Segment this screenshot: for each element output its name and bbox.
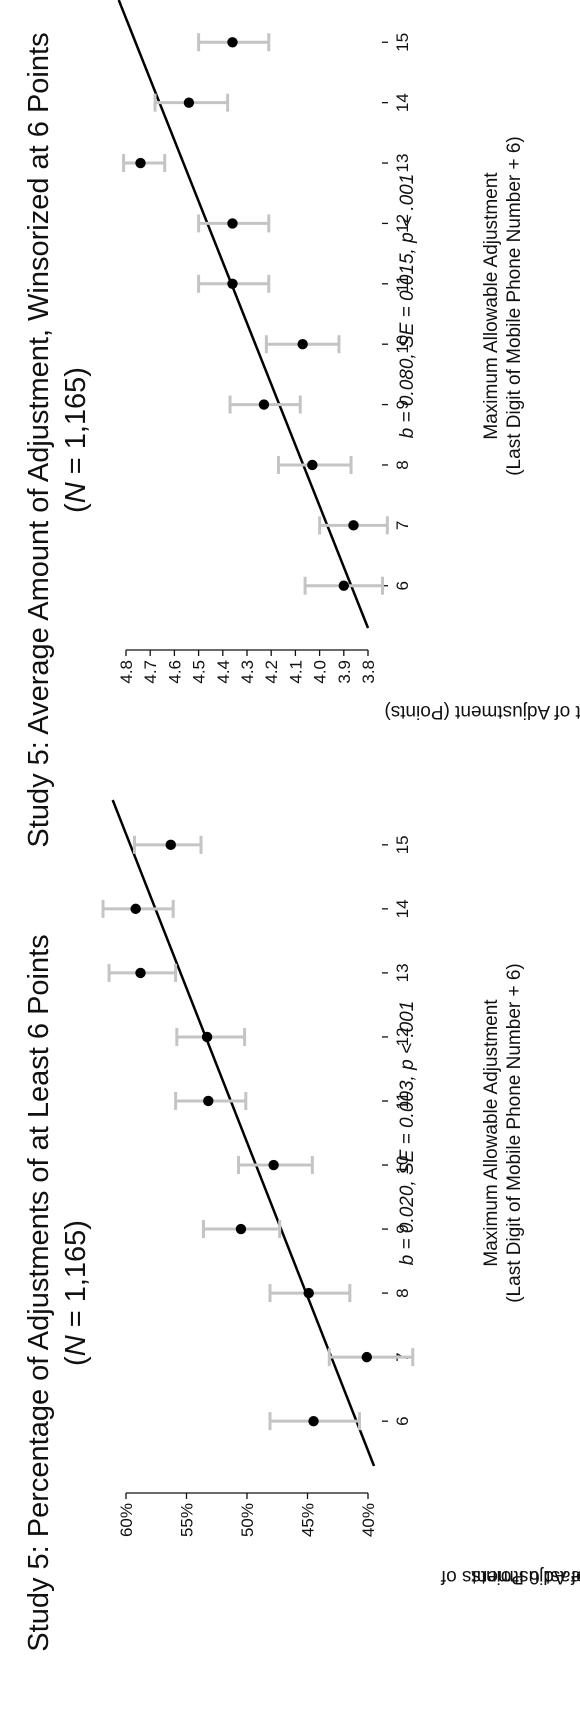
y-tick-label: 45% [299,1503,318,1537]
chart-title: Study 5: Percentage of Adjustments of at… [23,934,55,1651]
x-tick-label: 12 [393,214,412,233]
y-axis-title: Average Amount of Adjustment (Points) [384,701,580,722]
data-point [201,1031,213,1043]
regression-line [117,0,370,629]
y-tick-label: 4.8 [117,660,136,684]
x-tick-label: 15 [393,33,412,52]
chart-subtitle: (N = 1,165) [60,1220,92,1366]
y-tick-label: 40% [359,1503,378,1537]
x-axis-title: Maximum Allowable Adjustment [481,999,502,1267]
data-point [183,97,195,108]
data-point [303,1287,314,1299]
x-tick-label: 8 [393,1288,412,1297]
x-tick-label: 9 [393,400,412,409]
data-point [130,903,141,915]
x-tick-label: 15 [393,835,412,854]
stats-annotation: b = 0.020, SE = 0.003, p < .001 [397,1001,418,1266]
y-tick-label: 4.3 [238,660,257,684]
y-tick-label: 4.2 [262,660,281,684]
data-point [297,338,308,350]
x-axis-title: Maximum Allowable Adjustment [481,172,502,440]
data-point [165,839,176,851]
data-point [307,459,318,471]
y-tick-label: 3.9 [335,660,354,684]
x-tick-label: 12 [393,1027,412,1046]
x-tick-label: 11 [393,275,412,293]
x-tick-label: 8 [393,460,412,469]
y-tick-label: 4.7 [141,660,160,684]
y-tick-label: 60% [117,1503,136,1537]
data-point [348,520,359,531]
data-point [135,157,146,169]
data-point [308,1415,319,1427]
x-tick-label: 13 [393,154,412,173]
x-tick-label: 10 [393,1156,412,1175]
chart-subtitle: (N = 1,165) [60,367,92,513]
data-point [203,1095,214,1107]
y-tick-label: 50% [238,1503,257,1537]
y-tick-label: 4.1 [286,660,305,684]
x-tick-label: 10 [393,335,412,354]
data-point [338,580,349,591]
chart-panel-average: Study 5: Average Amount of Adjustment, W… [23,0,580,848]
chart-title: Study 5: Average Amount of Adjustment, W… [23,32,55,847]
chart-panel-percentage: Study 5: Percentage of Adjustments of at… [23,799,580,1652]
data-point [227,278,238,290]
x-tick-label: 13 [393,963,412,982]
y-tick-label: 55% [178,1503,197,1537]
data-point [227,218,238,229]
y-tick-label: 4.4 [214,660,233,684]
x-tick-label: 11 [393,1092,412,1110]
x-tick-label: 14 [393,899,412,918]
stats-annotation: b = 0.080, SE = 0.015, p < .001 [397,174,418,439]
data-point [268,1159,279,1171]
y-axis-title-line2: at Least 6 Points [471,1566,580,1587]
data-point [258,399,270,410]
regression-line [111,799,376,1467]
x-tick-label: 9 [393,1224,412,1233]
data-point [227,37,238,48]
x-tick-label: 6 [393,1416,412,1425]
y-tick-label: 4.5 [190,660,209,684]
x-tick-label: 6 [393,581,412,590]
y-tick-label: 4.6 [165,660,184,684]
y-tick-label: 3.8 [359,660,378,684]
data-point [135,967,146,979]
y-tick-label: 4.0 [311,660,330,684]
data-point [361,1351,372,1363]
x-tick-label: 14 [393,93,412,112]
x-axis-title-line2: (Last Digit of Mobile Phone Number + 6) [504,963,525,1303]
y-axis-title: Percentage of Adjustments of [440,1566,580,1587]
x-axis-title-line2: (Last Digit of Mobile Phone Number + 6) [504,136,525,476]
data-point [235,1223,247,1235]
x-tick-label: 7 [393,521,412,530]
